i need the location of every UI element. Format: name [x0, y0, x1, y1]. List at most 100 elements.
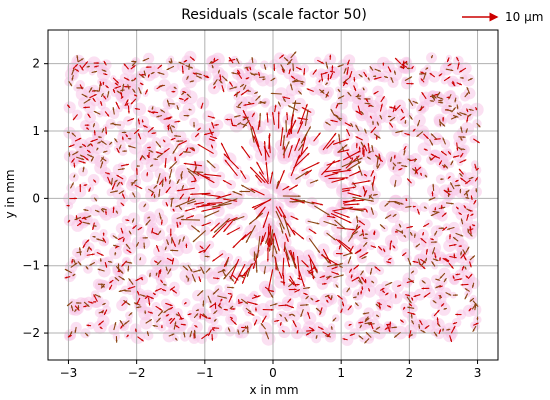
residual-arrowhead — [147, 146, 150, 149]
residual-arrowhead — [413, 205, 416, 208]
residual-arrowhead — [351, 157, 354, 160]
residual-arrowhead — [232, 191, 236, 194]
residual-arrow — [256, 235, 261, 259]
residual-arrowhead — [187, 94, 190, 97]
residual-arrowhead — [127, 111, 130, 114]
residual-arrowhead — [288, 105, 291, 108]
residual-arrowhead — [254, 322, 257, 326]
residual-arrowhead — [97, 89, 100, 92]
residual-arrowhead — [297, 283, 300, 286]
residual-arrow — [320, 254, 339, 266]
residual-arrowhead — [289, 279, 292, 282]
residual-arrowhead — [300, 83, 304, 85]
residual-arrowhead — [168, 268, 171, 272]
residual-arrowhead — [327, 334, 330, 337]
residual-arrowhead — [466, 92, 469, 95]
residual-arrow — [285, 251, 290, 268]
residual-arrowhead — [449, 190, 452, 193]
residual-arrowhead — [126, 219, 129, 222]
residual-arrowhead — [181, 71, 184, 74]
residual-arrowhead — [425, 148, 428, 151]
residual-arrowhead — [222, 89, 225, 92]
residual-arrowhead — [370, 322, 373, 325]
residual-arrowhead — [198, 279, 201, 282]
residual-arrowhead — [232, 124, 235, 127]
residual-arrowhead — [389, 322, 392, 325]
residual-arrowhead — [183, 332, 186, 335]
residual-arrowhead — [470, 177, 474, 180]
residual-arrowhead — [256, 255, 259, 258]
residual-arrowhead — [121, 230, 124, 234]
residual-arrowhead — [373, 176, 376, 179]
residual-arrowhead — [374, 266, 378, 269]
residual-arrowhead — [205, 334, 208, 337]
residual-arrow — [253, 135, 263, 156]
residual-arrowhead — [170, 249, 173, 252]
residual-arrowhead — [415, 244, 419, 247]
residual-arrowhead — [182, 236, 185, 239]
residual-arrowhead — [201, 314, 204, 317]
residual-arrowhead — [169, 234, 172, 236]
residual-arrowhead — [286, 239, 289, 242]
residual-arrowhead — [349, 305, 352, 309]
residual-arrowhead — [179, 196, 182, 200]
residual-arrowhead — [268, 135, 271, 138]
residual-arrowhead — [461, 148, 464, 151]
residual-arrowhead — [108, 181, 111, 184]
residual-arrowhead — [133, 90, 135, 93]
residual-arrowhead — [153, 194, 156, 197]
residual-arrowhead — [324, 282, 327, 285]
residual-arrowhead — [363, 312, 366, 315]
residual-arrowhead — [394, 184, 397, 187]
residual-arrowhead — [426, 136, 429, 139]
residual-arrowhead — [166, 190, 169, 193]
residual-arrowhead — [371, 170, 374, 173]
residual-arrowhead — [288, 299, 291, 302]
residual-arrowhead — [232, 307, 235, 311]
residual-arrowhead — [191, 80, 194, 83]
residual-arrowhead — [463, 135, 466, 139]
residual-arrowhead — [249, 222, 252, 225]
residual-arrowhead — [448, 63, 452, 66]
residual-arrowhead — [373, 193, 376, 196]
residual-arrowhead — [175, 325, 178, 328]
residual-arrowhead — [237, 299, 240, 302]
residual-arrowhead — [244, 326, 247, 329]
residual-arrow — [229, 258, 240, 280]
residual-arrowhead — [242, 329, 245, 332]
residual-arrowhead — [80, 154, 84, 157]
residual-arrowhead — [131, 60, 134, 63]
residual-arrowhead — [254, 207, 257, 210]
residual-arrowhead — [87, 222, 90, 225]
residual-arrowhead — [349, 161, 352, 164]
plot-area: −3 −2 −1 0 1 2 3 −2 −1 0 1 2 — [22, 29, 499, 380]
residual-arrow — [222, 198, 238, 202]
residual-arrowhead — [447, 193, 450, 196]
residual-arrowhead — [272, 78, 275, 81]
residual-arrowhead — [100, 101, 103, 104]
residual-arrowhead — [380, 224, 383, 227]
residual-arrowhead — [415, 101, 418, 104]
residual-arrowhead — [199, 250, 202, 253]
residual-arrowhead — [298, 155, 301, 158]
residual-arrow — [258, 171, 269, 185]
residual-arrowhead — [150, 150, 153, 153]
residual-arrowhead — [306, 296, 309, 299]
residual-arrowhead — [204, 173, 207, 176]
residual-arrowhead — [281, 273, 284, 276]
residual-arrowhead — [413, 233, 416, 236]
residual-arrowhead — [127, 269, 130, 272]
residual-arrowhead — [242, 237, 245, 240]
residual-arrowhead — [279, 214, 282, 217]
residual-arrowhead — [134, 77, 137, 80]
residual-arrow — [308, 254, 318, 272]
residual-arrowhead — [460, 154, 463, 157]
residual-arrow — [299, 103, 308, 125]
residual-arrowhead — [258, 101, 261, 104]
residual-arrowhead — [306, 153, 310, 156]
residual-arrow — [272, 111, 275, 125]
residual-arrow — [265, 161, 269, 183]
residual-arrowhead — [74, 309, 77, 312]
residual-arrowhead — [330, 109, 333, 112]
